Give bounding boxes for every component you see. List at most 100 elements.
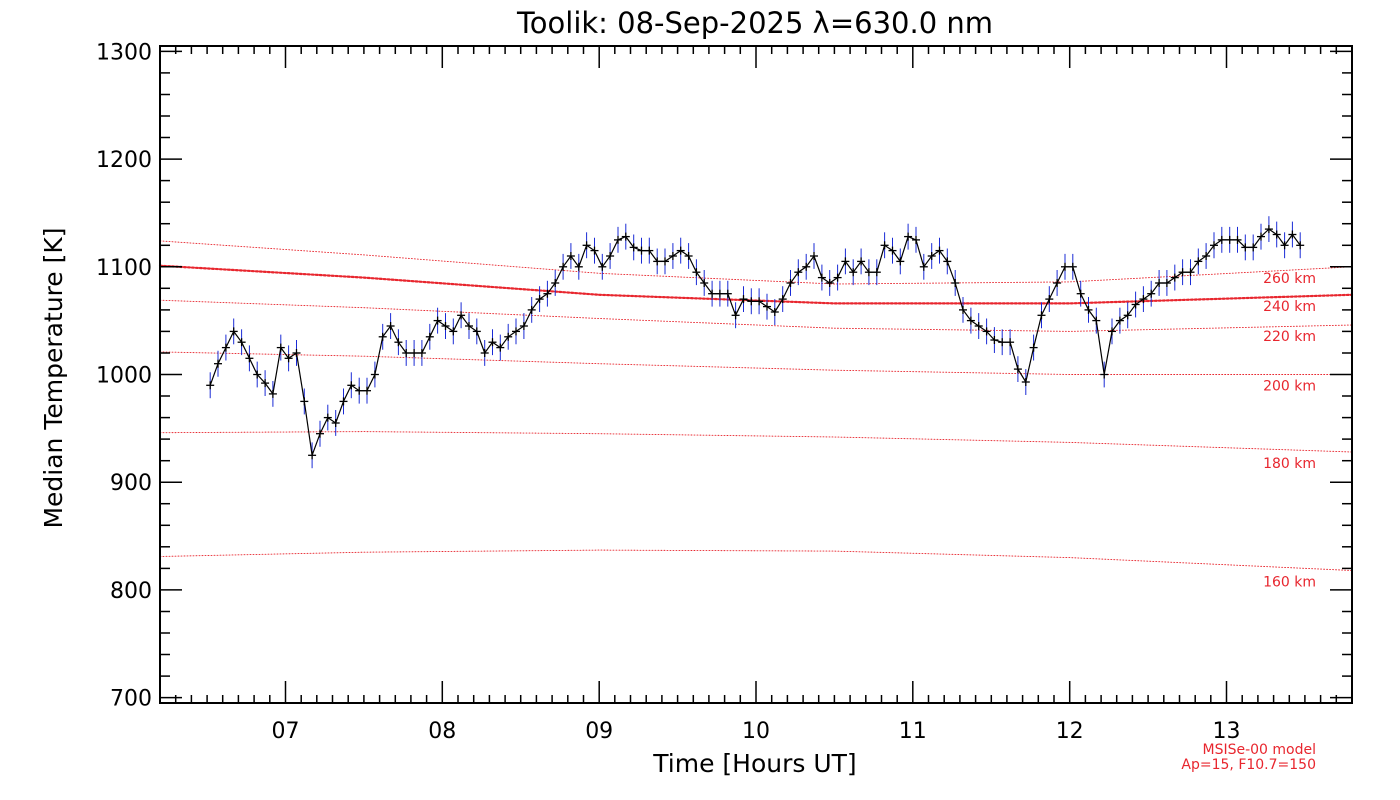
data-point bbox=[998, 338, 1007, 347]
data-point bbox=[206, 381, 215, 390]
data-point bbox=[747, 297, 756, 306]
data-point bbox=[1217, 235, 1226, 244]
series-line-0 bbox=[209, 228, 1301, 456]
data-point bbox=[676, 246, 685, 255]
data-point bbox=[1162, 279, 1171, 287]
data-point bbox=[755, 297, 764, 306]
data-point bbox=[1084, 305, 1093, 314]
data-point bbox=[1068, 262, 1077, 271]
model-curve-label-1: 180 km bbox=[1263, 456, 1316, 472]
data-point bbox=[974, 322, 983, 330]
data-point bbox=[1233, 235, 1242, 244]
data-point bbox=[1210, 241, 1218, 250]
data-point bbox=[919, 262, 928, 271]
data-point bbox=[684, 252, 693, 260]
data-point bbox=[770, 308, 779, 316]
data-point bbox=[300, 397, 309, 406]
data-point bbox=[739, 295, 748, 304]
data-point bbox=[566, 252, 575, 260]
data-point bbox=[912, 235, 920, 244]
data-point bbox=[1053, 279, 1062, 287]
data-point bbox=[527, 305, 536, 314]
data-point bbox=[1249, 243, 1258, 252]
data-point bbox=[1296, 241, 1305, 250]
data-point bbox=[661, 257, 669, 266]
data-point bbox=[308, 451, 317, 460]
plot-frame bbox=[159, 45, 1353, 704]
data-point bbox=[1021, 378, 1030, 386]
data-point bbox=[363, 386, 371, 395]
data-point bbox=[221, 343, 230, 352]
data-point bbox=[723, 289, 732, 298]
x-tick-label: 12 bbox=[1056, 719, 1084, 744]
data-point bbox=[810, 252, 818, 260]
data-point bbox=[1280, 241, 1289, 250]
data-point bbox=[214, 359, 222, 368]
y-tick-label: 1100 bbox=[96, 256, 152, 281]
data-point bbox=[402, 349, 411, 357]
model-note-line2: Ap=15, F10.7=150 bbox=[1181, 757, 1316, 773]
model-curve-label-2: 200 km bbox=[1263, 379, 1316, 395]
data-point bbox=[1155, 279, 1164, 287]
data-point bbox=[951, 279, 960, 287]
model-curve-4 bbox=[158, 264, 1354, 305]
model-curve-label-0: 160 km bbox=[1263, 575, 1316, 591]
data-point bbox=[1029, 343, 1038, 352]
data-point bbox=[1013, 365, 1022, 374]
y-tick-label: 1200 bbox=[96, 148, 152, 173]
data-point bbox=[465, 322, 473, 330]
data-point bbox=[355, 386, 364, 395]
data-point bbox=[339, 397, 348, 406]
data-point bbox=[394, 338, 403, 347]
data-point bbox=[1037, 311, 1046, 320]
data-point bbox=[449, 327, 458, 336]
x-axis-label: Time [Hours UT] bbox=[652, 749, 856, 778]
data-point bbox=[700, 279, 709, 287]
data-point bbox=[425, 332, 434, 341]
data-point bbox=[1241, 243, 1250, 252]
data-point bbox=[966, 316, 975, 325]
y-tick-label: 700 bbox=[110, 687, 152, 712]
y-tick-label: 800 bbox=[110, 579, 152, 604]
data-point bbox=[880, 241, 889, 250]
data-point bbox=[778, 295, 787, 304]
data-point bbox=[904, 232, 913, 241]
data-point bbox=[229, 327, 238, 336]
data-point bbox=[1225, 235, 1234, 244]
data-point bbox=[692, 268, 701, 277]
data-point bbox=[1264, 225, 1273, 234]
data-point bbox=[653, 257, 662, 266]
model-note-line1: MSISe-00 model bbox=[1202, 742, 1316, 758]
y-axis-label: Median Temperature [K] bbox=[39, 227, 68, 528]
x-tick-label: 13 bbox=[1213, 719, 1241, 744]
data-point bbox=[512, 327, 520, 336]
data-point bbox=[621, 232, 630, 241]
data-point bbox=[1108, 327, 1116, 336]
data-point bbox=[1131, 300, 1140, 309]
data-point bbox=[629, 243, 638, 252]
x-tick-label: 09 bbox=[585, 719, 613, 744]
data-point bbox=[1006, 338, 1015, 347]
data-point bbox=[1123, 311, 1132, 320]
data-point bbox=[982, 327, 991, 336]
model-labels: 160 km 180 km 200 km 220 km 240 km 260 km bbox=[1263, 271, 1316, 591]
data-point bbox=[261, 379, 270, 388]
data-point bbox=[496, 343, 505, 352]
x-tick-label: 08 bbox=[428, 719, 456, 744]
data-point bbox=[864, 268, 873, 277]
data-point bbox=[1194, 257, 1203, 266]
data-point bbox=[794, 268, 803, 277]
data-point bbox=[535, 295, 544, 304]
data-point bbox=[237, 338, 246, 347]
data-point bbox=[935, 246, 944, 255]
model-curve-5 bbox=[159, 240, 1353, 285]
data-point bbox=[574, 262, 583, 271]
x-tick-label: 10 bbox=[742, 719, 770, 744]
data-point bbox=[833, 273, 842, 282]
data-point bbox=[825, 279, 834, 287]
data-point bbox=[551, 279, 560, 287]
data-point bbox=[1076, 289, 1085, 298]
data-point bbox=[386, 322, 395, 330]
data-point bbox=[378, 332, 387, 341]
